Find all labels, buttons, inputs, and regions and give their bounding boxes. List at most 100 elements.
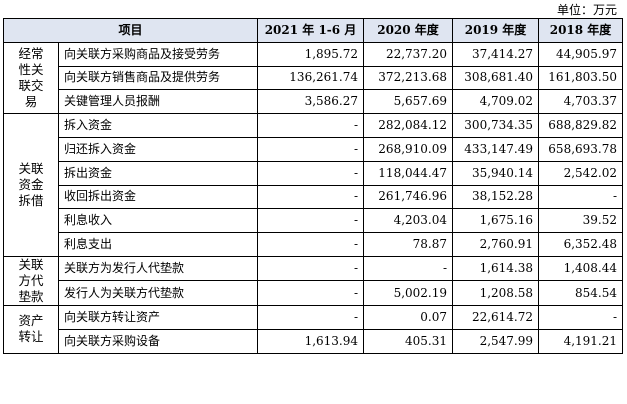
category-cell: 关联 资金 拆借 bbox=[3, 113, 59, 257]
item-cell: 关联方为发行人代垫款 bbox=[57, 255, 259, 282]
value-cell-2021h1: 136,261.74 bbox=[257, 65, 365, 91]
table-row: 向关联方销售商品及提供劳务 136,261.74 372,213.68 308,681… bbox=[4, 65, 624, 91]
table-row: 利息收入 -4,203.04 1,675.16 39.52 bbox=[4, 208, 624, 234]
item-cell: 归还拆入资金 bbox=[57, 136, 259, 162]
header-row: 项目 2021 年 1-6 月 2020 年度 2019 年度 2018 年度 bbox=[2, 18, 624, 43]
value-cell-2021h1: - bbox=[257, 113, 365, 138]
category-cell: 资产 转让 bbox=[3, 304, 59, 354]
value-cell-2020: 405.31 bbox=[363, 328, 454, 354]
value-cell-2018: - bbox=[538, 184, 624, 210]
value-cell-2018: 658,693.78 bbox=[538, 136, 624, 162]
value-cell-2019: 35,940.14 bbox=[452, 160, 540, 186]
value-cell-2019: 38,152.28 bbox=[452, 184, 540, 210]
value-cell-2020: 0.07 bbox=[363, 304, 454, 330]
value-cell-2018: 1,408.44 bbox=[538, 255, 624, 282]
item-cell: 关键管理人员报酬 bbox=[57, 89, 259, 115]
value-cell-2019: 1,614.38 bbox=[452, 255, 540, 282]
value-cell-2018: 4,703.37 bbox=[538, 89, 624, 115]
item-cell: 收回拆出资金 bbox=[57, 184, 259, 210]
value-cell-2019: 1,675.16 bbox=[452, 208, 540, 234]
category-cell: 经常 性关 联交易 bbox=[3, 41, 59, 115]
value-cell-2020: 5,657.69 bbox=[363, 89, 454, 115]
item-cell: 拆入资金 bbox=[57, 113, 259, 138]
table-row: 收回拆出资金 -261,746.96 38,152.28- bbox=[4, 184, 624, 210]
value-cell-2020: 118,044.47 bbox=[363, 160, 454, 186]
category-text-line: 转让 bbox=[18, 329, 44, 345]
category-text-line: 垫款 bbox=[18, 288, 44, 304]
category-cell: 关联 方代 垫款 bbox=[3, 255, 59, 306]
value-cell-2018: 4,191.21 bbox=[538, 328, 624, 354]
value-cell-2019: 300,734.35 bbox=[452, 113, 540, 138]
value-cell-2021h1: - bbox=[257, 184, 365, 210]
value-cell-2018: 6,352.48 bbox=[538, 232, 624, 257]
item-cell: 向关联方采购设备 bbox=[57, 328, 259, 354]
table-row: 关联 方代 垫款 关联方为发行人代垫款 - -1,614.38 1,408.44 bbox=[3, 255, 624, 306]
table-row: 关联 资金 拆借 拆入资金 -282,084.12 300,734.35 688,829.8… bbox=[3, 113, 624, 257]
value-cell-2021h1: - bbox=[257, 160, 365, 186]
value-cell-2021h1: 1,613.94 bbox=[257, 328, 365, 354]
value-cell-2021h1: - bbox=[257, 208, 365, 234]
value-cell-2020: 78.87 bbox=[363, 232, 454, 257]
item-cell: 拆出资金 bbox=[57, 160, 259, 186]
header-period-2019: 2019 年度 bbox=[452, 18, 540, 43]
value-cell-2018: 2,542.02 bbox=[538, 160, 624, 186]
table-row: 资产 转让 向关联方转让资产 -0.07 22,614.72- bbox=[3, 304, 624, 354]
value-cell-2019: 2,760.91 bbox=[452, 232, 540, 257]
item-cell: 向关联方转让资产 bbox=[57, 304, 259, 330]
related-transactions-table: 项目 2021 年 1-6 月 2020 年度 2019 年度 2018 年度 … bbox=[2, 18, 624, 354]
category-text-line: 拆借 bbox=[18, 193, 44, 209]
value-cell-2021h1: - bbox=[257, 255, 365, 282]
value-cell-2021h1: - bbox=[257, 232, 365, 257]
value-cell-2019: 4,709.02 bbox=[452, 89, 540, 115]
table-row: 归还拆入资金 -268,910.09 433,147.49 658,693.78 bbox=[4, 136, 624, 162]
value-cell-2018: 161,803.50 bbox=[538, 65, 624, 91]
header-period-2021h1: 2021 年 1-6 月 bbox=[257, 18, 365, 43]
value-cell-2019: 22,614.72 bbox=[452, 304, 540, 330]
value-cell-2018: 44,905.97 bbox=[538, 41, 624, 67]
value-cell-2019: 433,147.49 bbox=[452, 136, 540, 162]
table-row: 经常 性关 联交易向关联方采购商品及接受劳务 1,895.72 22,737.20 37,… bbox=[3, 41, 624, 115]
table-row: 发行人为关联方代垫款 -5,002.19 1,208.58 854.54 bbox=[4, 280, 624, 306]
category-text-line: 联交 bbox=[18, 77, 44, 93]
item-cell: 发行人为关联方代垫款 bbox=[57, 280, 259, 306]
table-row: 利息支出 -78.87 2,760.91 6,352.48 bbox=[4, 232, 624, 257]
value-cell-2020: - bbox=[363, 255, 454, 282]
value-cell-2018: 854.54 bbox=[538, 280, 624, 306]
table-row: 拆出资金 -118,044.47 35,940.14 2,542.02 bbox=[4, 160, 624, 186]
category-text-line: 关联 bbox=[18, 161, 44, 177]
item-cell: 向关联方销售商品及提供劳务 bbox=[57, 65, 259, 91]
value-cell-2020: 282,084.12 bbox=[363, 113, 454, 138]
value-cell-2020: 261,746.96 bbox=[363, 184, 454, 210]
value-cell-2021h1: 3,586.27 bbox=[257, 89, 365, 115]
item-cell: 向关联方采购商品及接受劳务 bbox=[57, 41, 259, 67]
category-text-line: 关联 bbox=[18, 256, 44, 272]
value-cell-2019: 2,547.99 bbox=[452, 328, 540, 354]
value-cell-2021h1: - bbox=[257, 136, 365, 162]
header-period-2020: 2020 年度 bbox=[363, 18, 454, 43]
item-cell: 利息收入 bbox=[57, 208, 259, 234]
header-item: 项目 bbox=[2, 18, 259, 43]
category-text-line: 性关 bbox=[18, 61, 44, 77]
value-cell-2019: 1,208.58 bbox=[452, 280, 540, 306]
category-text-line: 易 bbox=[24, 93, 38, 109]
value-cell-2018: - bbox=[538, 304, 624, 330]
table-row: 关键管理人员报酬 3,586.27 5,657.69 4,709.02 4,703.37 bbox=[4, 89, 624, 115]
table-row: 向关联方采购设备 1,613.94 405.31 2,547.99 4,191.21 bbox=[4, 328, 624, 354]
category-text-line: 资产 bbox=[18, 313, 44, 329]
item-cell: 利息支出 bbox=[57, 232, 259, 257]
category-text-line: 方代 bbox=[18, 272, 44, 288]
value-cell-2020: 5,002.19 bbox=[363, 280, 454, 306]
value-cell-2018: 688,829.82 bbox=[538, 113, 624, 138]
value-cell-2021h1: 1,895.72 bbox=[257, 41, 365, 67]
value-cell-2019: 37,414.27 bbox=[452, 41, 540, 67]
value-cell-2020: 372,213.68 bbox=[363, 65, 454, 91]
category-text-line: 经常 bbox=[18, 45, 44, 61]
value-cell-2020: 268,910.09 bbox=[363, 136, 454, 162]
category-text-line: 资金 bbox=[18, 177, 44, 193]
value-cell-2020: 4,203.04 bbox=[363, 208, 454, 234]
value-cell-2019: 308,681.40 bbox=[452, 65, 540, 91]
value-cell-2021h1: - bbox=[257, 304, 365, 330]
header-period-2018: 2018 年度 bbox=[538, 18, 624, 43]
unit-label: 单位：万元 bbox=[556, 3, 617, 17]
value-cell-2020: 22,737.20 bbox=[363, 41, 454, 67]
